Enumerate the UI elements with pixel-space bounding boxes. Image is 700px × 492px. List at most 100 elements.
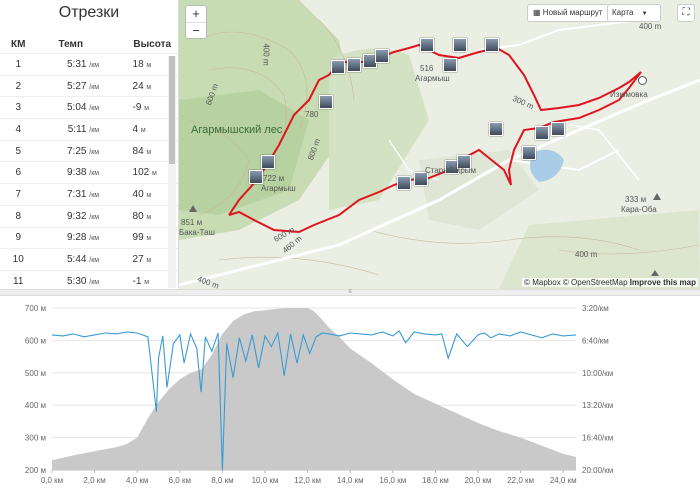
split-km: 11	[0, 269, 37, 288]
splits-table: КМ Темп Высота 1 5:31 /км 18 м 2 5:27 /км 24 …	[0, 36, 178, 288]
calendar-icon: ▦	[533, 8, 541, 17]
photo-thumbnail[interactable]	[535, 126, 549, 140]
improve-map-link[interactable]: Improve this map	[629, 278, 696, 287]
split-row[interactable]: 2 5:27 /км 24 м	[0, 74, 178, 97]
photo-thumbnail[interactable]	[453, 38, 467, 52]
elevation-label: 851 м	[181, 218, 203, 227]
photo-thumbnail[interactable]	[261, 155, 275, 169]
y-right-tick-label: 6:40/км	[582, 336, 609, 345]
new-route-button[interactable]: ▦ Новый маршрут	[527, 4, 609, 22]
x-tick-label: 20,0 км	[465, 476, 492, 485]
y-right-axis-ticks: 3:20/км 6:40/км 10:00/км 13:20/км 16:40/км 20…	[582, 304, 613, 475]
mapbox-link[interactable]: © Mapbox	[524, 278, 561, 287]
elevation-label: 516	[420, 64, 434, 73]
split-pace: 9:28 /км	[36, 226, 106, 249]
y-right-tick-label: 3:20/км	[582, 304, 609, 313]
split-row[interactable]: 4 5:11 /км 4 м	[0, 118, 178, 141]
photo-thumbnail[interactable]	[551, 122, 565, 136]
panel-resize-handle[interactable]: ≡	[0, 289, 700, 296]
fullscreen-button[interactable]: ⛶	[677, 4, 695, 22]
map[interactable]: Агармышский лес Агармыш 516 Изюмовка Ста…	[179, 0, 700, 289]
photo-thumbnail[interactable]	[375, 49, 389, 63]
split-row[interactable]: 1 5:31 /км 18 м	[0, 53, 178, 76]
photo-thumbnail[interactable]	[522, 146, 536, 160]
split-km: 4	[0, 118, 37, 141]
elevation-label: 780	[305, 110, 319, 119]
y-left-tick-label: 600 м	[25, 336, 46, 345]
osm-link[interactable]: © OpenStreetMap	[562, 278, 628, 287]
photo-thumbnail[interactable]	[420, 38, 434, 52]
map-canvas	[179, 0, 700, 289]
elevation-area-layer	[52, 308, 576, 470]
photo-thumbnail[interactable]	[489, 122, 503, 136]
elevation-column-header: Высота	[133, 39, 172, 50]
zoom-out-button[interactable]: −	[186, 22, 206, 39]
split-elevation: 40 м	[126, 183, 178, 206]
photo-thumbnail[interactable]	[319, 95, 333, 109]
x-tick-label: 4,0 км	[126, 476, 148, 485]
split-pace: 5:04 /км	[36, 96, 106, 119]
peak-marker	[653, 193, 661, 200]
photo-thumbnail[interactable]	[331, 60, 345, 74]
split-elevation: 80 м	[126, 204, 178, 227]
split-elevation: 99 м	[126, 226, 178, 249]
new-route-label: Новый маршрут	[542, 8, 603, 17]
elevation-area	[52, 308, 576, 470]
photo-thumbnail[interactable]	[485, 38, 499, 52]
split-elevation: 84 м	[126, 139, 178, 162]
map-type-label: Карта	[612, 8, 634, 17]
izyumovka-label: Изюмовка	[610, 90, 648, 99]
pace-line	[51, 330, 577, 471]
photo-thumbnail[interactable]	[457, 155, 471, 169]
forest-dark-area	[179, 90, 309, 215]
split-row[interactable]: 10 5:44 /км 27 м	[0, 248, 178, 271]
split-row[interactable]: 9 9:28 /км 99 м	[0, 226, 178, 249]
splits-scrollbar[interactable]	[168, 56, 176, 288]
split-row[interactable]: 7 7:31 /км 40 м	[0, 183, 178, 206]
map-type-dropdown[interactable]: Карта ▼	[607, 4, 661, 22]
split-row[interactable]: 11 5:30 /км -1 м	[0, 269, 178, 288]
split-row[interactable]: 6 9:38 /км 102 м	[0, 161, 178, 184]
photo-thumbnail[interactable]	[443, 58, 457, 72]
lake	[530, 149, 564, 182]
split-km: 3	[0, 96, 37, 119]
split-km: 7	[0, 183, 37, 206]
y-left-tick-label: 400 м	[25, 401, 46, 410]
x-tick-label: 14,0 км	[337, 476, 364, 485]
split-km: 6	[0, 161, 37, 184]
split-elevation: 18 м	[126, 53, 178, 76]
x-tick-label: 6,0 км	[169, 476, 191, 485]
y-right-tick-label: 10:00/км	[582, 369, 613, 378]
y-right-tick-label: 16:40/км	[582, 434, 613, 443]
split-pace: 5:44 /км	[36, 248, 106, 271]
split-km: 5	[0, 139, 37, 162]
split-row[interactable]: 5 7:25 /км 84 м	[0, 139, 178, 162]
contour-label: 400 m	[261, 43, 271, 66]
x-tick-label: 12,0 км	[294, 476, 321, 485]
grip-icon: ≡	[348, 289, 352, 295]
photo-thumbnail[interactable]	[397, 176, 411, 190]
elevation-pace-chart[interactable]: 0,0 км 2,0 км 4,0 км 6,0 км 8,0 км 10,0 км 12,…	[0, 296, 700, 492]
split-pace: 5:11 /км	[36, 118, 106, 141]
split-elevation: 102 м	[126, 161, 178, 184]
split-row[interactable]: 3 5:04 /км -9 м	[0, 96, 178, 119]
forest-label: Агармышский лес	[191, 124, 283, 136]
photo-thumbnail[interactable]	[249, 170, 263, 184]
peak-marker	[189, 205, 197, 212]
village-label: Агармыш	[415, 74, 450, 83]
photo-thumbnail[interactable]	[414, 172, 428, 186]
splits-scrollbar-thumb[interactable]	[169, 56, 175, 164]
y-right-tick-label: 13:20/км	[582, 401, 613, 410]
split-row[interactable]: 8 9:32 /км 80 м	[0, 204, 178, 227]
y-left-tick-label: 300 м	[25, 434, 46, 443]
split-km: 8	[0, 204, 37, 227]
split-elevation: 24 м	[126, 74, 178, 97]
split-pace: 7:31 /км	[36, 183, 106, 206]
zoom-in-button[interactable]: +	[192, 6, 200, 21]
pace-line-layer	[51, 330, 577, 471]
split-pace: 9:32 /км	[36, 204, 106, 227]
photo-thumbnail[interactable]	[347, 58, 361, 72]
split-elevation: -9 м	[126, 96, 178, 119]
split-pace: 7:25 /км	[36, 139, 106, 162]
